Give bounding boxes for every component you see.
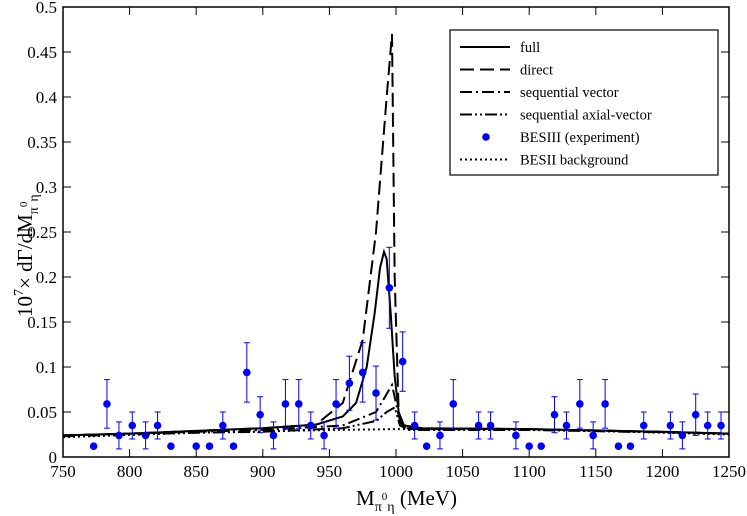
data-point: [512, 431, 520, 440]
legend-label: BESIII (experiment): [520, 130, 640, 146]
x-tick-label: 950: [317, 462, 343, 481]
axis-label-part: π: [375, 500, 382, 515]
y-tick-label: 0.35: [27, 133, 57, 152]
y-tick-label: 0.15: [27, 313, 57, 332]
y-tick-label: 0: [49, 448, 58, 467]
data-point: [103, 400, 111, 408]
data-point: [436, 431, 444, 440]
data-point: [398, 357, 407, 366]
data-point: [306, 421, 315, 430]
data-point: [320, 431, 328, 440]
curve: [62, 428, 730, 439]
data-point: [219, 421, 227, 430]
y-axis-label: 107× dΓ/dMπ0η: [12, 194, 42, 317]
data-point: [269, 431, 278, 440]
curve: [62, 33, 730, 437]
data-point: [449, 400, 458, 408]
data-point: [167, 442, 175, 451]
data-point: [385, 284, 394, 292]
axis-label-part: (MeV): [395, 486, 457, 510]
y-tick-label: 0.25: [27, 223, 57, 242]
x-axis-label: Mπ0η (MeV): [356, 486, 457, 515]
legend-label: BESII background: [520, 153, 629, 169]
data-point: [410, 421, 419, 430]
axis-label-part: π: [27, 207, 42, 214]
y-tick-label: 0.3: [36, 178, 57, 197]
data-point: [601, 400, 609, 408]
x-tick-label: 1100: [513, 462, 546, 481]
data-point: [576, 400, 584, 408]
data-point: [281, 400, 290, 408]
data-point: [562, 421, 571, 430]
x-tick-label: 1000: [379, 462, 413, 481]
legend-label: direct: [520, 63, 553, 79]
x-tick-label: 900: [250, 462, 276, 481]
x-tick-label: 1200: [645, 462, 679, 481]
data-point: [422, 442, 431, 451]
data-point: [614, 442, 623, 451]
data-point: [486, 421, 495, 430]
data-point: [372, 389, 380, 397]
curve: [62, 382, 730, 437]
data-point: [717, 421, 725, 430]
data-point: [243, 368, 251, 377]
axis-label-part: 7: [12, 289, 27, 296]
data-point: [89, 442, 98, 451]
legend-label: sequential vector: [520, 85, 619, 101]
data-point: [703, 421, 712, 430]
data-point: [358, 368, 367, 377]
data-point: [229, 442, 238, 451]
data-point: [666, 421, 675, 430]
y-tick-label: 0.4: [36, 88, 58, 107]
data-point: [474, 421, 483, 430]
axis-label-part: M: [356, 486, 375, 510]
data-point: [525, 442, 533, 451]
legend-marker: [482, 133, 490, 141]
data-point: [691, 410, 700, 419]
data-point: [153, 421, 162, 430]
data-point: [550, 410, 559, 419]
legend-box: [449, 29, 719, 176]
y-tick-label: 0.05: [27, 403, 57, 422]
data-point: [537, 442, 545, 451]
data-point: [205, 442, 214, 451]
data-point: [192, 442, 200, 451]
legend-label: sequential axial-vector: [520, 108, 652, 124]
y-tick-label: 0.45: [27, 43, 57, 62]
data-point: [639, 421, 648, 430]
x-tick-label: 1250: [712, 462, 746, 481]
data-point: [294, 400, 303, 408]
axis-label-part: 10: [13, 296, 37, 317]
axis-label-part: η: [27, 194, 42, 201]
y-tick-label: 0.5: [36, 0, 57, 17]
axis-label-part: × dΓ/dM: [13, 214, 37, 289]
y-tick-label: 0.2: [36, 268, 57, 287]
x-tick-label: 850: [183, 462, 209, 481]
data-point: [332, 400, 340, 408]
axis-label-part: 0: [18, 201, 30, 207]
axis-label-part: η: [387, 500, 394, 515]
data-point: [256, 410, 264, 419]
y-tick-label: 0.1: [36, 358, 57, 377]
data-point: [345, 379, 354, 388]
x-tick-label: 1050: [446, 462, 480, 481]
x-tick-label: 750: [50, 462, 76, 481]
x-tick-label: 800: [117, 462, 143, 481]
data-point: [626, 442, 635, 451]
legend-label: full: [520, 40, 540, 56]
axis-label-part: 0: [382, 491, 388, 503]
data-point: [589, 431, 597, 440]
x-tick-label: 1150: [579, 462, 612, 481]
data-point: [128, 421, 137, 430]
data-point: [141, 431, 150, 440]
